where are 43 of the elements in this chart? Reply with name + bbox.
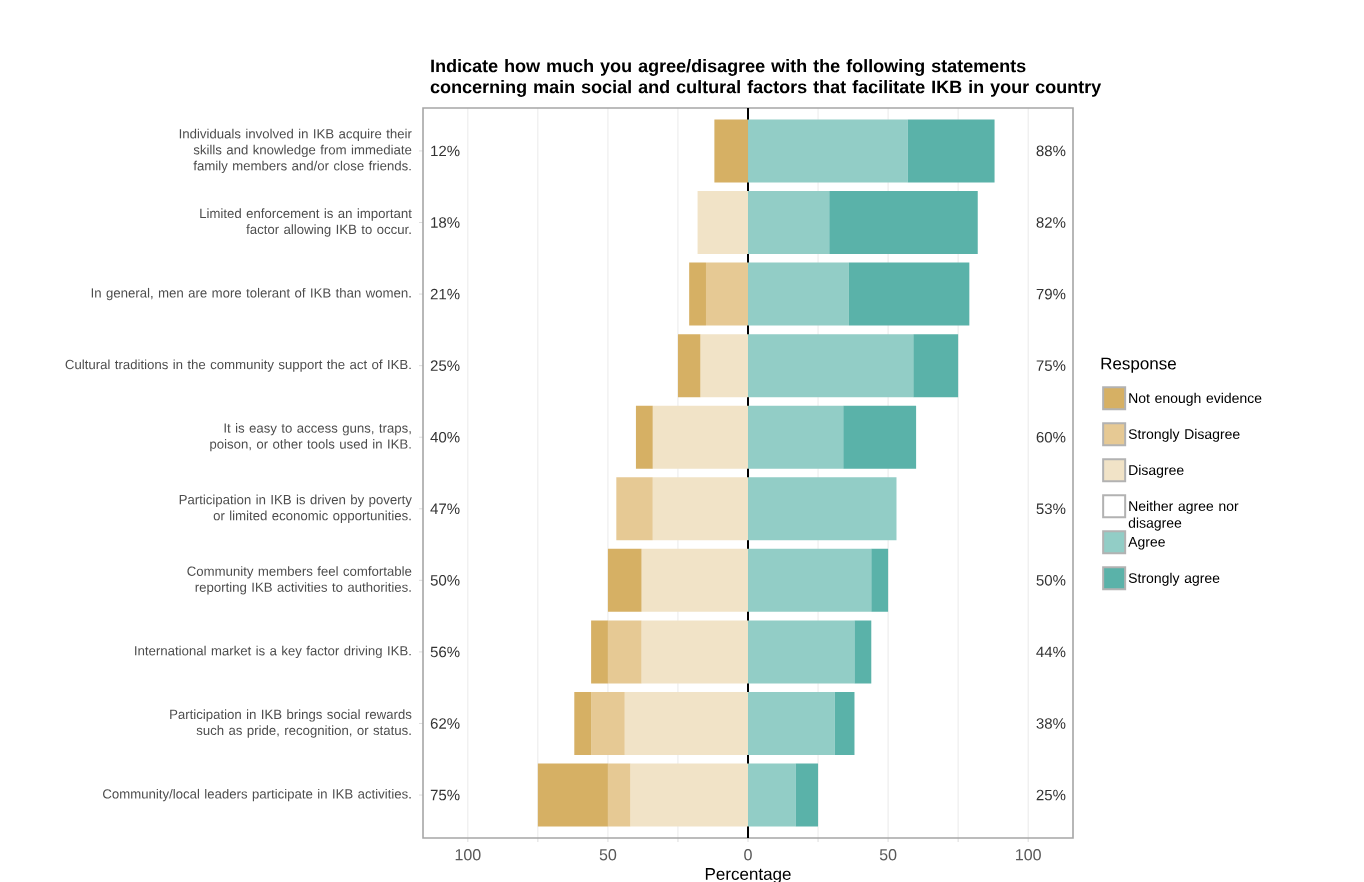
y-tick-label: Cultural traditions in the community support the act of IKB.	[65, 359, 411, 372]
legend-label: Strongly agree	[1128, 572, 1220, 586]
x-tick-label: 100	[1016, 849, 1041, 861]
legend-label: Disagree	[1129, 464, 1184, 478]
legend-label: Strongly Disagree	[1128, 428, 1240, 442]
y-tick-label: Participation in IKB is driven by poverty or limited economic opportunities.	[179, 494, 412, 523]
annotation: 25%	[1036, 789, 1066, 801]
y-tick-label: Community members feel comfortable reporting IKB activities to authorities.	[187, 566, 412, 595]
legend-label: Not enough evidence	[1129, 392, 1262, 406]
chart-title: Indicate how much you agree/disagree with the following statements concerning main social and cultural factors that facilitate IKB in your country	[430, 59, 1102, 97]
x-tick-label: 0	[744, 849, 752, 861]
y-tick-label: In general, men are more tolerant of IKB than women.	[91, 287, 411, 301]
annotation: 75%	[430, 789, 460, 801]
annotation: 50%	[1036, 575, 1066, 586]
annotation: 25%	[430, 360, 460, 371]
annotation: 47%	[430, 503, 460, 515]
annotation: 88%	[1036, 145, 1066, 157]
annotation: 56%	[430, 646, 460, 658]
y-tick-label: Community/local leaders participate in IKB activities.	[103, 788, 411, 802]
y-tick-label: Limited enforcement is an important factor allowing IKB to occur.	[200, 208, 412, 237]
annotation: 44%	[1036, 646, 1066, 658]
y-tick-label: It is easy to access guns, traps, poison, or other tools used in IKB.	[210, 423, 411, 452]
annotation: 21%	[430, 288, 460, 300]
x-tick-label: 50	[879, 849, 897, 861]
annotation: 38%	[1036, 718, 1066, 729]
legend-title: Response	[1101, 357, 1176, 373]
annotation: 50%	[430, 575, 460, 586]
x-tick-label: 100	[455, 849, 481, 861]
annotation: 18%	[431, 217, 460, 228]
legend-label: Neither agree nor disagree	[1128, 500, 1239, 531]
y-tick-label: Participation in IKB brings social rewards such as pride, recognition, or status.	[170, 709, 412, 738]
annotation: 53%	[1036, 503, 1066, 515]
y-tick-label: International market is a key factor driving IKB.	[135, 645, 411, 659]
legend-label: Agree	[1128, 537, 1165, 550]
annotation: 79%	[1036, 288, 1066, 300]
annotation: 75%	[1036, 360, 1066, 371]
y-tick-label: Individuals involved in IKB acquire their skills and knowledge from immediate family members and/or close friends.	[179, 128, 412, 174]
annotation: 40%	[430, 431, 460, 443]
annotation: 82%	[1036, 217, 1066, 228]
x-tick-label: 50	[599, 849, 617, 861]
annotation: 12%	[431, 145, 460, 157]
annotation: 60%	[1036, 431, 1066, 443]
annotation: 62%	[430, 718, 460, 729]
